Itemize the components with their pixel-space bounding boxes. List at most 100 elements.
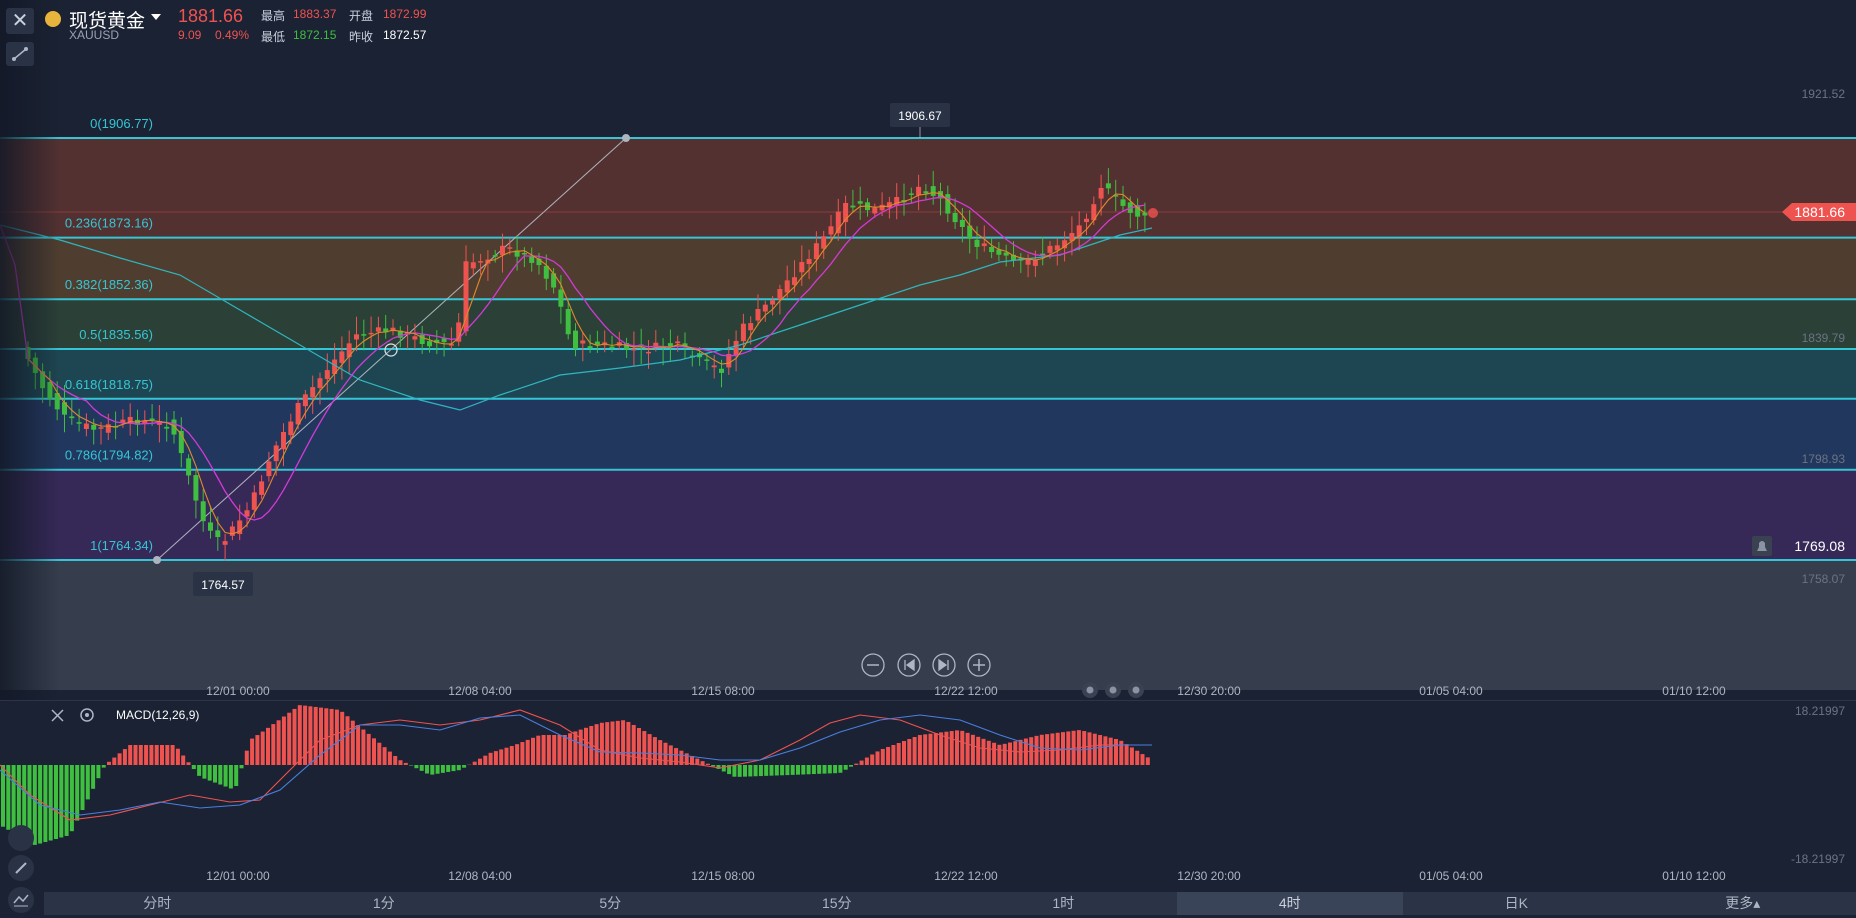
- macd-bar: [711, 765, 715, 766]
- tab-period[interactable]: 分时: [44, 892, 271, 915]
- macd-bar: [611, 722, 615, 766]
- macd-bar: [653, 737, 657, 765]
- macd-bar: [144, 745, 148, 765]
- fib-band: [0, 560, 1856, 690]
- candle-body: [1121, 199, 1126, 206]
- candle-body: [945, 194, 950, 213]
- macd-bar: [838, 765, 842, 773]
- fib-band: [0, 138, 1856, 238]
- macd-bar: [600, 723, 604, 765]
- candle-body: [1026, 259, 1031, 265]
- svg-text:1881.66: 1881.66: [1794, 204, 1845, 220]
- macd-bar: [457, 765, 461, 770]
- macd-bar: [791, 765, 795, 775]
- candle-body: [829, 226, 834, 234]
- macd-bar: [573, 731, 577, 765]
- macd-bar: [881, 749, 885, 765]
- macd-bar: [982, 739, 986, 765]
- macd-bar: [234, 765, 238, 786]
- chevron-down-icon[interactable]: [151, 14, 161, 20]
- macd-bar: [891, 745, 895, 765]
- macd-bar: [907, 739, 911, 765]
- symbol-code: XAUUSD: [69, 28, 119, 42]
- macd-bar: [621, 720, 625, 765]
- macd-bar: [187, 762, 191, 765]
- fib-label: 0(1906.77): [90, 116, 153, 131]
- macd-bar: [452, 765, 456, 771]
- macd-bar: [775, 765, 779, 775]
- macd-bar: [902, 741, 906, 765]
- macd-bar: [393, 756, 397, 765]
- macd-bar: [738, 765, 742, 777]
- open-value: 1872.99: [383, 7, 426, 21]
- tab-period[interactable]: 日K: [1403, 892, 1630, 915]
- macd-bar: [335, 710, 339, 765]
- close-button[interactable]: ✕: [6, 8, 34, 34]
- macd-bar: [208, 765, 212, 781]
- candle-body: [975, 240, 980, 247]
- macd-bar: [314, 707, 318, 765]
- macd-bar: [298, 705, 302, 765]
- candle-body: [1099, 188, 1104, 199]
- tab-more[interactable]: 更多▴: [1630, 892, 1856, 915]
- pencil-icon[interactable]: [8, 855, 34, 881]
- price-chart[interactable]: 0(1906.77)0.236(1873.16)0.382(1852.36)0.…: [0, 0, 1856, 700]
- macd-bar: [383, 747, 387, 765]
- macd-bar: [409, 765, 413, 766]
- indicator-icon[interactable]: [8, 887, 34, 913]
- macd-bar: [955, 730, 959, 765]
- low-label: 最低: [261, 28, 285, 45]
- y-axis-label: 1839.79: [1802, 331, 1846, 345]
- tab-period[interactable]: 15分: [724, 892, 951, 915]
- macd-x-axis-label: 12/15 08:00: [691, 869, 755, 883]
- tab-period[interactable]: 1时: [950, 892, 1177, 915]
- macd-x-axis-label: 12/01 00:00: [206, 869, 270, 883]
- candle-body: [186, 458, 191, 475]
- macd-panel[interactable]: MACD(12,26,9) 18.21997 -18.21997 12/01 0…: [0, 700, 1856, 892]
- macd-bar: [213, 765, 217, 783]
- candle-body: [580, 341, 585, 344]
- svg-text:1769.08: 1769.08: [1794, 538, 1845, 554]
- y-axis-label: 1921.52: [1802, 87, 1846, 101]
- tab-period[interactable]: 5分: [497, 892, 724, 915]
- macd-bar: [436, 765, 440, 774]
- macd-bar: [976, 737, 980, 765]
- candle-body: [325, 370, 330, 379]
- macd-bar: [997, 745, 1001, 765]
- drawing-tool-button[interactable]: [6, 42, 34, 66]
- candle-body: [573, 331, 578, 349]
- candle-body: [909, 193, 914, 195]
- fib-band: [0, 470, 1856, 560]
- macd-bar: [637, 728, 641, 765]
- macd-bar: [59, 765, 63, 837]
- period-tabs: 分时 1分 5分 15分 1时 4时 日K 更多▴: [44, 892, 1856, 915]
- macd-bar: [293, 709, 297, 765]
- macd-bar: [91, 765, 95, 789]
- macd-bar: [531, 738, 535, 765]
- macd-bar: [462, 765, 466, 768]
- tool-brush[interactable]: [8, 825, 34, 851]
- y-axis-label: 1798.93: [1802, 452, 1846, 466]
- fibonacci-bands: [0, 138, 1856, 690]
- macd-bar: [1003, 744, 1007, 765]
- macd-bar: [658, 740, 662, 765]
- macd-bar: [563, 735, 567, 765]
- macd-bar: [483, 756, 487, 765]
- fib-band: [0, 349, 1856, 399]
- tab-period[interactable]: 1分: [271, 892, 498, 915]
- page-dots[interactable]: [1082, 682, 1144, 698]
- candle-body: [821, 236, 826, 248]
- candle-body: [478, 261, 483, 263]
- macd-bar: [886, 747, 890, 765]
- macd-bar: [441, 765, 445, 773]
- price-change-pct: 0.49%: [215, 28, 249, 42]
- price-alert[interactable]: 1769.08: [1752, 536, 1845, 556]
- macd-bar: [918, 735, 922, 765]
- macd-bar: [701, 761, 705, 765]
- macd-bar: [308, 706, 312, 765]
- candle-body: [748, 323, 753, 330]
- macd-bar: [250, 739, 254, 765]
- tab-period-active[interactable]: 4时: [1177, 892, 1404, 915]
- x-axis-label: 12/30 20:00: [1177, 684, 1241, 698]
- macd-bar: [1109, 738, 1113, 765]
